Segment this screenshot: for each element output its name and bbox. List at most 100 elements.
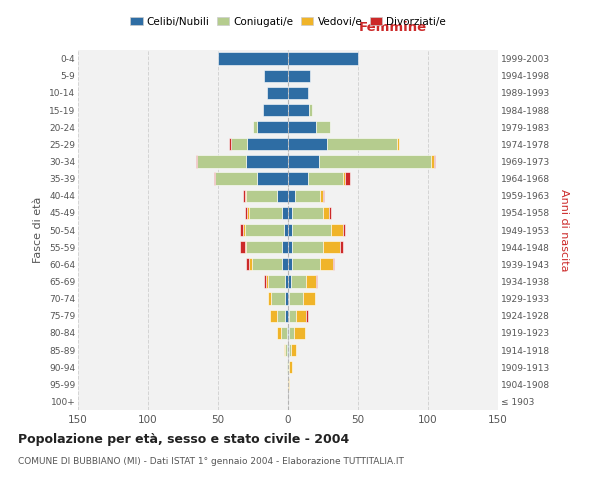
Bar xyxy=(291,344,296,356)
Bar xyxy=(277,310,285,322)
Bar xyxy=(292,224,331,236)
Bar xyxy=(288,276,291,287)
Bar xyxy=(283,241,288,254)
Bar xyxy=(343,224,346,236)
Bar xyxy=(289,326,293,339)
Bar xyxy=(309,104,312,116)
Bar xyxy=(281,326,287,339)
Text: Femmine: Femmine xyxy=(359,21,427,34)
Bar xyxy=(268,276,285,287)
Bar xyxy=(291,276,306,287)
Bar xyxy=(251,258,283,270)
Bar xyxy=(229,138,230,150)
Bar xyxy=(296,310,306,322)
Bar xyxy=(343,172,346,184)
Bar xyxy=(331,224,343,236)
Bar xyxy=(288,206,292,219)
Bar xyxy=(243,190,245,202)
Bar xyxy=(288,241,292,254)
Bar xyxy=(249,258,251,270)
Bar xyxy=(246,241,283,254)
Bar xyxy=(257,121,288,134)
Y-axis label: Fasce di età: Fasce di età xyxy=(34,197,43,263)
Bar xyxy=(285,292,288,304)
Bar xyxy=(268,292,271,304)
Bar xyxy=(288,310,289,322)
Bar xyxy=(277,326,281,339)
Bar xyxy=(288,326,289,339)
Bar xyxy=(288,361,289,374)
Bar xyxy=(249,206,283,219)
Bar xyxy=(257,172,288,184)
Bar xyxy=(218,52,288,64)
Bar xyxy=(316,276,317,287)
Bar xyxy=(283,258,288,270)
Text: Popolazione per età, sesso e stato civile - 2004: Popolazione per età, sesso e stato civil… xyxy=(18,432,349,446)
Bar xyxy=(340,241,343,254)
Bar xyxy=(241,241,245,254)
Bar xyxy=(284,224,288,236)
Bar xyxy=(287,344,288,356)
Bar xyxy=(288,224,292,236)
Bar xyxy=(288,258,292,270)
Bar xyxy=(266,276,268,287)
Bar xyxy=(245,224,284,236)
Bar xyxy=(230,138,247,150)
Bar xyxy=(306,276,316,287)
Bar xyxy=(253,121,257,134)
Bar xyxy=(246,258,249,270)
Bar xyxy=(287,326,288,339)
Legend: Celibi/Nubili, Coniugati/e, Vedovi/e, Divorziati/e: Celibi/Nubili, Coniugati/e, Vedovi/e, Di… xyxy=(126,12,450,31)
Bar xyxy=(245,241,246,254)
Bar xyxy=(271,292,285,304)
Bar xyxy=(308,172,343,184)
Bar xyxy=(295,190,320,202)
Bar xyxy=(292,241,323,254)
Bar xyxy=(323,206,329,219)
Bar xyxy=(293,326,305,339)
Bar xyxy=(288,190,295,202)
Bar xyxy=(288,378,289,390)
Bar xyxy=(288,104,309,116)
Bar xyxy=(304,292,314,304)
Bar xyxy=(289,344,291,356)
Bar xyxy=(196,156,197,168)
Bar xyxy=(333,258,334,270)
Bar xyxy=(397,138,398,150)
Y-axis label: Anni di nascita: Anni di nascita xyxy=(559,188,569,271)
Text: COMUNE DI BUBBIANO (MI) - Dati ISTAT 1° gennaio 2004 - Elaborazione TUTTITALIA.I: COMUNE DI BUBBIANO (MI) - Dati ISTAT 1° … xyxy=(18,458,404,466)
Bar xyxy=(285,310,288,322)
Bar xyxy=(241,224,243,236)
Bar xyxy=(287,361,288,374)
Bar xyxy=(320,190,323,202)
Bar xyxy=(316,121,330,134)
Bar xyxy=(288,138,327,150)
Bar xyxy=(292,206,323,219)
Bar xyxy=(288,344,289,356)
Bar xyxy=(285,276,288,287)
Bar xyxy=(247,138,288,150)
Bar xyxy=(434,156,435,168)
Bar xyxy=(247,206,249,219)
Bar xyxy=(327,138,397,150)
Bar xyxy=(197,156,246,168)
Bar xyxy=(306,310,308,322)
Bar xyxy=(288,292,289,304)
Bar xyxy=(215,172,257,184)
Bar xyxy=(319,156,431,168)
Bar xyxy=(246,190,277,202)
Bar xyxy=(323,241,340,254)
Bar xyxy=(277,190,288,202)
Bar xyxy=(346,172,350,184)
Bar xyxy=(289,361,292,374)
Bar xyxy=(245,206,247,219)
Bar xyxy=(289,292,304,304)
Bar xyxy=(246,156,288,168)
Bar xyxy=(288,156,319,168)
Bar xyxy=(288,52,358,64)
Bar xyxy=(288,70,310,82)
Bar xyxy=(264,70,288,82)
Bar xyxy=(288,172,308,184)
Bar xyxy=(270,310,277,322)
Bar xyxy=(288,86,308,99)
